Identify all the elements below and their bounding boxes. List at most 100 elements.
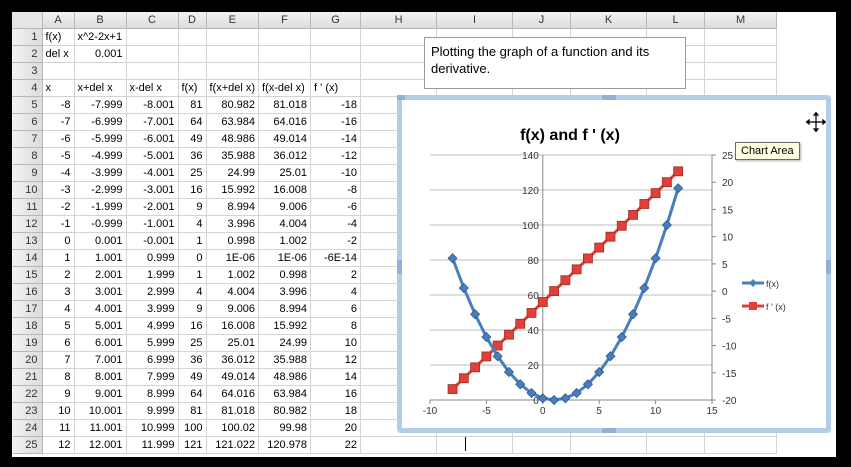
cell-e15[interactable]: 1.002: [206, 266, 260, 284]
cell-b8[interactable]: -4.999: [74, 147, 127, 165]
cell-f10[interactable]: 16.008: [258, 181, 312, 199]
cell-b19[interactable]: 6.001: [74, 334, 127, 352]
cell-c8[interactable]: -5.001: [126, 147, 179, 165]
cell-d17[interactable]: 9: [178, 300, 207, 318]
row-header[interactable]: 10: [12, 181, 43, 199]
cell-c19[interactable]: 5.999: [126, 334, 179, 352]
cell-c7[interactable]: -6.001: [126, 130, 179, 148]
cell-d23[interactable]: 81: [178, 402, 207, 420]
row-header[interactable]: 6: [12, 113, 43, 131]
column-header-d[interactable]: D: [178, 12, 207, 29]
cell-a5[interactable]: -8: [42, 96, 75, 114]
cell-g12[interactable]: -4: [310, 215, 362, 233]
column-header-a[interactable]: A: [42, 12, 75, 29]
column-header-h[interactable]: H: [360, 12, 438, 29]
cell-g15[interactable]: 2: [310, 266, 362, 284]
cell-i25[interactable]: [436, 436, 514, 454]
cell-e25[interactable]: 121.022: [206, 436, 260, 454]
cell-d4[interactable]: f(x): [178, 79, 207, 97]
cell-a12[interactable]: -1: [42, 215, 75, 233]
cell-f15[interactable]: 0.998: [258, 266, 312, 284]
cell-c5[interactable]: -8.001: [126, 96, 179, 114]
row-header[interactable]: 23: [12, 402, 43, 420]
cell-c2[interactable]: [126, 45, 179, 63]
cell-f17[interactable]: 8.994: [258, 300, 312, 318]
cell-d16[interactable]: 4: [178, 283, 207, 301]
cell-d19[interactable]: 25: [178, 334, 207, 352]
cell-g19[interactable]: 10: [310, 334, 362, 352]
cell-e5[interactable]: 80.982: [206, 96, 260, 114]
column-header-b[interactable]: B: [74, 12, 127, 29]
cell-e12[interactable]: 3.996: [206, 215, 260, 233]
cell-h25[interactable]: [360, 436, 438, 454]
cell-g20[interactable]: 12: [310, 351, 362, 369]
cell-d20[interactable]: 36: [178, 351, 207, 369]
cell-g25[interactable]: 22: [310, 436, 362, 454]
cell-g21[interactable]: 14: [310, 368, 362, 386]
resize-handle-top-left[interactable]: [397, 95, 405, 100]
cell-b24[interactable]: 11.001: [74, 419, 127, 437]
cell-b3[interactable]: [74, 62, 127, 80]
resize-handle-right[interactable]: [826, 260, 831, 274]
cell-e1[interactable]: [206, 28, 260, 46]
cell-c1[interactable]: [126, 28, 179, 46]
column-header-g[interactable]: G: [310, 12, 362, 29]
cell-d25[interactable]: 121: [178, 436, 207, 454]
cell-f19[interactable]: 24.99: [258, 334, 312, 352]
cell-g23[interactable]: 18: [310, 402, 362, 420]
cell-b11[interactable]: -1.999: [74, 198, 127, 216]
cell-d13[interactable]: 1: [178, 232, 207, 250]
cell-g8[interactable]: -12: [310, 147, 362, 165]
cell-f4[interactable]: f(x-del x): [258, 79, 312, 97]
cell-d10[interactable]: 16: [178, 181, 207, 199]
cell-c16[interactable]: 2.999: [126, 283, 179, 301]
cell-e16[interactable]: 4.004: [206, 283, 260, 301]
cell-a23[interactable]: 10: [42, 402, 75, 420]
cell-d1[interactable]: [178, 28, 207, 46]
row-header[interactable]: 18: [12, 317, 43, 335]
cell-f25[interactable]: 120.978: [258, 436, 312, 454]
cell-b14[interactable]: 1.001: [74, 249, 127, 267]
resize-handle-left[interactable]: [397, 260, 402, 274]
cell-a8[interactable]: -5: [42, 147, 75, 165]
row-header[interactable]: 21: [12, 368, 43, 386]
cell-g3[interactable]: [310, 62, 362, 80]
row-header[interactable]: 16: [12, 283, 43, 301]
cell-b10[interactable]: -2.999: [74, 181, 127, 199]
cell-e17[interactable]: 9.006: [206, 300, 260, 318]
cell-g7[interactable]: -14: [310, 130, 362, 148]
cell-a19[interactable]: 6: [42, 334, 75, 352]
cell-a6[interactable]: -7: [42, 113, 75, 131]
cell-e24[interactable]: 100.02: [206, 419, 260, 437]
cell-m2[interactable]: [704, 45, 778, 63]
cell-f7[interactable]: 49.014: [258, 130, 312, 148]
column-header-m[interactable]: M: [704, 12, 778, 29]
cell-e6[interactable]: 63.984: [206, 113, 260, 131]
cell-c17[interactable]: 3.999: [126, 300, 179, 318]
cell-f6[interactable]: 64.016: [258, 113, 312, 131]
cell-c25[interactable]: 11.999: [126, 436, 179, 454]
cell-a14[interactable]: 1: [42, 249, 75, 267]
column-header-k[interactable]: K: [570, 12, 648, 29]
row-header[interactable]: 3: [12, 62, 43, 80]
cell-f12[interactable]: 4.004: [258, 215, 312, 233]
cell-d14[interactable]: 0: [178, 249, 207, 267]
cell-m3[interactable]: [704, 62, 778, 80]
row-header[interactable]: 8: [12, 147, 43, 165]
cell-g17[interactable]: 6: [310, 300, 362, 318]
cell-f8[interactable]: 36.012: [258, 147, 312, 165]
cell-f21[interactable]: 48.986: [258, 368, 312, 386]
cell-d7[interactable]: 49: [178, 130, 207, 148]
cell-g16[interactable]: 4: [310, 283, 362, 301]
cell-b21[interactable]: 8.001: [74, 368, 127, 386]
cell-g4[interactable]: f ' (x): [310, 79, 362, 97]
cell-c9[interactable]: -4.001: [126, 164, 179, 182]
row-header[interactable]: 25: [12, 436, 43, 454]
cell-c22[interactable]: 8.999: [126, 385, 179, 403]
cell-b18[interactable]: 5.001: [74, 317, 127, 335]
cell-e7[interactable]: 48.986: [206, 130, 260, 148]
column-header-j[interactable]: J: [512, 12, 572, 29]
cell-e2[interactable]: [206, 45, 260, 63]
cell-c6[interactable]: -7.001: [126, 113, 179, 131]
row-header[interactable]: 4: [12, 79, 43, 97]
